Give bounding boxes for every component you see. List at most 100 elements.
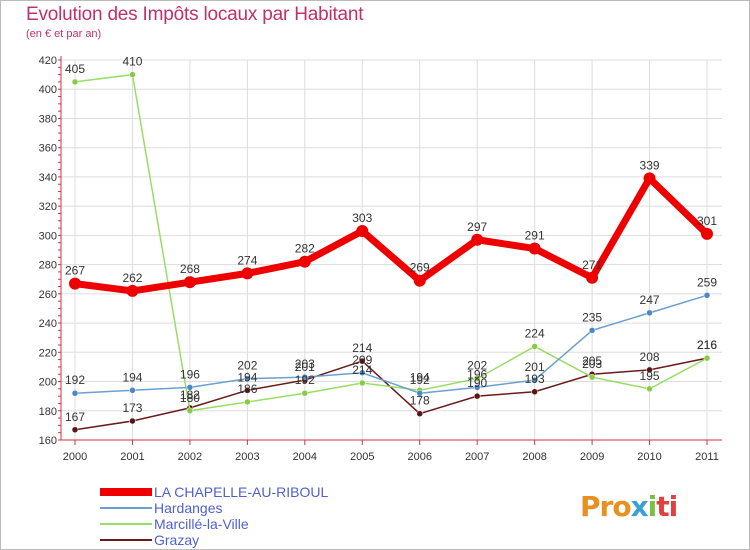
data-label: 194 [237,370,257,384]
data-label: 196 [180,367,200,381]
data-label: 291 [525,229,545,243]
data-point [69,277,81,290]
data-label: 259 [697,275,717,289]
data-point [71,389,79,397]
y-tick-label: 160 [39,435,57,447]
data-label: 274 [237,253,257,267]
data-point [586,271,599,284]
data-point [531,388,538,396]
chart-subtitle: (en € et par an) [26,28,102,40]
y-tick-label: 220 [39,347,57,359]
x-tick-label: 2008 [522,451,546,463]
data-point [71,78,79,86]
series-line-la-chapelle-au-riboul [74,174,710,295]
legend-label: Hardanges [154,500,223,516]
y-tick-label: 240 [39,318,57,330]
data-point [359,369,366,377]
y-tick-label: 260 [39,289,57,301]
data-label: 186 [237,382,257,396]
x-tick-label: 2007 [465,451,489,463]
data-label: 216 [697,338,717,352]
data-point [301,373,309,381]
data-point [413,274,426,287]
data-point [359,379,366,387]
data-point [244,375,251,382]
data-point [241,267,254,280]
y-tick-label: 280 [39,260,57,272]
data-label: 268 [180,262,200,276]
data-label: 173 [122,401,142,415]
data-point [301,389,309,397]
y-tick-label: 200 [39,377,57,389]
x-tick-label: 2005 [350,451,374,463]
legend-label: Marcillé-la-Ville [154,516,249,532]
data-label: 182 [180,388,200,402]
data-point [528,242,541,255]
data-label: 202 [237,359,257,373]
data-label: 201 [295,360,315,374]
data-label: 203 [582,357,602,371]
data-point [129,71,136,78]
x-tick-label: 2001 [120,451,144,463]
data-label: 247 [640,293,660,307]
x-tick-label: 2011 [695,451,719,463]
x-tick-label: 2002 [178,451,202,463]
data-label: 301 [697,214,717,228]
logo-part-4: ti [656,490,678,523]
data-point [646,309,653,317]
data-label: 267 [65,264,85,278]
data-label: 271 [582,258,602,272]
data-label: 214 [352,363,372,377]
data-label: 208 [640,350,660,364]
data-point [646,366,653,374]
data-point [244,387,251,394]
data-point [298,255,311,268]
data-point [643,172,656,185]
x-tick-label: 2010 [637,451,661,463]
x-tick-label: 2003 [235,451,259,463]
series-line-marcill-la-ville [74,73,708,412]
data-label: 180 [180,391,200,405]
logo-part-2: x [630,490,649,523]
data-point [473,392,481,400]
y-tick-label: 340 [39,172,57,184]
data-label: 192 [65,373,85,387]
data-label: 205 [582,354,602,368]
data-label: 209 [352,353,372,367]
legend-label: LA CHAPELLE-AU-RIBOUL [154,484,328,500]
logo-part-3: i [647,490,658,523]
y-tick-label: 420 [39,55,57,67]
data-point [701,227,713,240]
data-point [186,384,194,391]
data-label: 410 [122,55,142,69]
data-point [244,398,251,406]
data-point [588,327,596,334]
data-point [129,417,136,425]
data-label: 167 [65,410,85,424]
data-point [471,233,484,246]
data-point [71,426,79,434]
data-label: 235 [582,310,602,324]
data-label: 196 [467,367,487,381]
data-label: 303 [352,211,372,225]
data-label: 224 [525,326,545,340]
data-label: 194 [122,370,142,384]
data-point [126,284,139,297]
data-label: 214 [352,341,372,355]
logo-part-1: Pro [580,490,632,523]
data-label: 216 [697,338,717,352]
data-point [588,373,596,381]
data-label: 192 [295,373,315,387]
series-line-hardanges [74,294,708,394]
data-point [129,387,136,394]
data-point [473,375,481,382]
data-label: 195 [640,369,660,383]
y-tick-label: 320 [39,201,57,213]
y-tick-label: 360 [39,143,57,155]
x-tick-label: 2009 [580,451,604,463]
proxiti-logo: Proxiti [580,490,678,523]
y-tick-label: 300 [39,230,57,242]
data-point [183,276,196,289]
data-point [646,385,653,393]
x-tick-label: 2000 [63,451,87,463]
